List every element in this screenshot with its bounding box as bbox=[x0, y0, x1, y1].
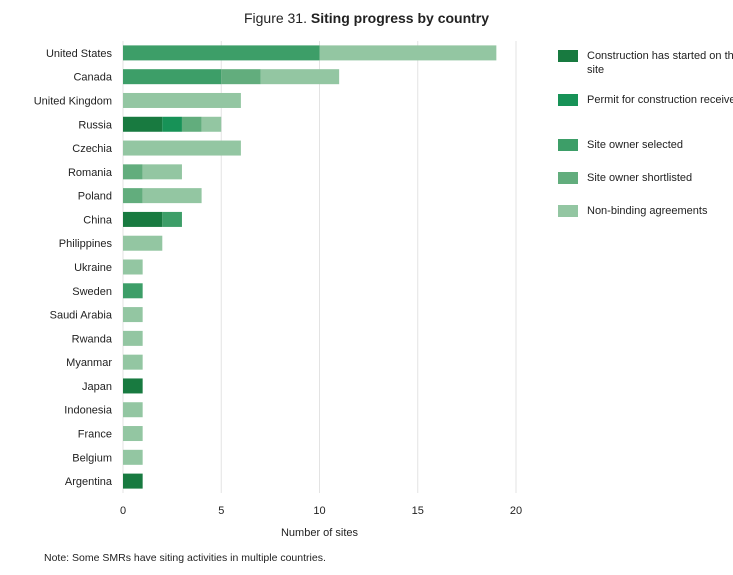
bar-segment bbox=[123, 473, 143, 489]
x-tick-label: 15 bbox=[412, 505, 424, 517]
bar-segment bbox=[123, 69, 222, 85]
category-label: Canada bbox=[73, 72, 112, 84]
bar-segment bbox=[162, 211, 182, 227]
bar-segment bbox=[123, 45, 320, 61]
category-label: Belgium bbox=[72, 452, 112, 464]
category-label: Japan bbox=[82, 381, 112, 393]
category-label: Czechia bbox=[72, 143, 113, 155]
legend-label: Construction has started on the site bbox=[587, 50, 733, 76]
legend-swatch bbox=[558, 50, 578, 62]
bar-segment bbox=[142, 188, 202, 204]
bar-segment bbox=[123, 188, 143, 204]
category-label: Russia bbox=[78, 119, 113, 131]
figure-number: Figure 31. bbox=[243, 10, 307, 26]
bar-segment bbox=[123, 354, 143, 370]
category-label: United States bbox=[46, 48, 113, 60]
x-axis-title: Number of sites bbox=[280, 527, 359, 539]
bar-segment bbox=[319, 45, 497, 61]
bar-segment bbox=[123, 259, 143, 275]
category-label: Saudi Arabia bbox=[50, 310, 113, 322]
bar-segment bbox=[123, 116, 163, 132]
legend-item: Non-binding agreements bbox=[555, 204, 733, 218]
bar-segment bbox=[123, 92, 241, 108]
figure-title: Siting progress by country bbox=[310, 10, 490, 26]
bar-segment bbox=[123, 378, 143, 394]
footnote: Note: Some SMRs have siting activities i… bbox=[44, 552, 326, 564]
x-tick-label: 0 bbox=[120, 505, 126, 517]
category-label: China bbox=[83, 214, 113, 226]
x-tick-label: 5 bbox=[218, 505, 224, 517]
legend-swatch bbox=[558, 94, 578, 106]
bar-segment bbox=[123, 164, 143, 180]
bar-segment bbox=[260, 69, 340, 85]
legend-item: Permit for construction received bbox=[555, 93, 733, 107]
category-label: Argentina bbox=[65, 476, 113, 488]
legend-item: Site owner shortlisted bbox=[555, 171, 733, 185]
x-tick-label: 20 bbox=[510, 505, 522, 517]
bar-segment bbox=[123, 211, 163, 227]
category-label: Indonesia bbox=[64, 405, 113, 417]
category-label: Myanmar bbox=[66, 357, 112, 369]
category-label: Poland bbox=[78, 191, 112, 203]
bar-segment bbox=[123, 449, 143, 465]
category-label: Rwanda bbox=[72, 333, 113, 345]
legend-label: Permit for construction received bbox=[587, 94, 733, 106]
legend-swatch bbox=[558, 205, 578, 217]
category-label: Ukraine bbox=[74, 262, 112, 274]
chart-title: Figure 31. Siting progress by country bbox=[0, 10, 733, 26]
legend-label: Site owner shortlisted bbox=[587, 172, 693, 184]
x-tick-label: 10 bbox=[313, 505, 325, 517]
legend-label: Site owner selected bbox=[587, 139, 683, 151]
category-label: Sweden bbox=[72, 286, 112, 298]
legend-label: Non-binding agreements bbox=[587, 205, 708, 217]
bar-segment bbox=[123, 426, 143, 442]
legend-swatch bbox=[558, 139, 578, 151]
bar-segment bbox=[201, 116, 222, 132]
legend-item: Construction has started on the site bbox=[555, 49, 733, 77]
legend-swatch bbox=[558, 172, 578, 184]
bar-segment bbox=[162, 116, 182, 132]
bar-segment bbox=[181, 116, 202, 132]
bar-segment bbox=[142, 164, 182, 180]
bar-segment bbox=[123, 307, 143, 323]
category-label: Romania bbox=[68, 167, 113, 179]
category-label: France bbox=[78, 429, 112, 441]
bar-segment bbox=[221, 69, 261, 85]
bar-segment bbox=[123, 283, 143, 299]
category-label: United Kingdom bbox=[34, 95, 112, 107]
legend-item: Site owner selected bbox=[555, 138, 733, 152]
bar-segment bbox=[123, 402, 143, 418]
bar-segment bbox=[123, 330, 143, 346]
bar-segment bbox=[123, 140, 241, 156]
category-label: Philippines bbox=[59, 238, 113, 250]
bar-segment bbox=[123, 235, 163, 251]
